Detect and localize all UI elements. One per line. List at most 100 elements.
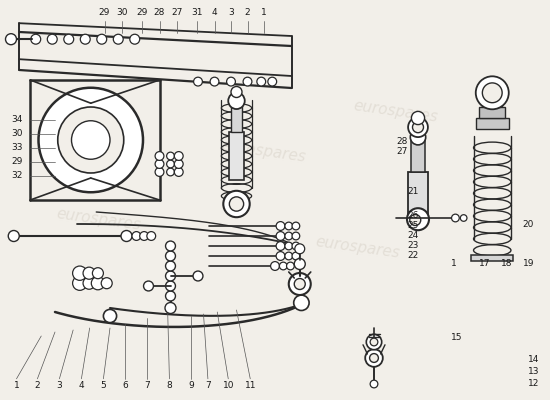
Circle shape	[276, 252, 285, 260]
Circle shape	[285, 252, 293, 260]
Circle shape	[73, 266, 87, 280]
Text: 21: 21	[407, 188, 419, 196]
Circle shape	[92, 268, 103, 279]
Circle shape	[410, 214, 421, 226]
Circle shape	[292, 232, 300, 240]
Circle shape	[155, 160, 164, 168]
Circle shape	[174, 168, 183, 176]
Circle shape	[294, 295, 309, 310]
Bar	[476, 118, 509, 129]
Text: 22: 22	[407, 252, 418, 260]
Circle shape	[370, 380, 378, 388]
Circle shape	[174, 160, 183, 168]
Circle shape	[295, 244, 305, 254]
Bar	[411, 140, 425, 172]
Text: 8: 8	[167, 382, 172, 390]
Text: 20: 20	[522, 220, 534, 228]
Text: 28: 28	[396, 138, 408, 146]
Circle shape	[166, 241, 175, 251]
Text: eurospares: eurospares	[221, 139, 307, 165]
Circle shape	[285, 232, 293, 240]
Circle shape	[83, 277, 95, 289]
Text: 30: 30	[117, 8, 128, 17]
Circle shape	[140, 232, 148, 240]
Circle shape	[8, 230, 19, 242]
Circle shape	[370, 354, 378, 362]
Text: 23: 23	[407, 242, 419, 250]
Text: 27: 27	[396, 148, 408, 156]
Circle shape	[452, 214, 459, 222]
Circle shape	[228, 92, 245, 109]
Circle shape	[91, 277, 104, 290]
Circle shape	[167, 168, 174, 176]
Circle shape	[279, 262, 287, 270]
Circle shape	[268, 77, 277, 86]
Bar	[408, 172, 428, 216]
Text: 13: 13	[528, 368, 540, 376]
Text: 18: 18	[500, 260, 512, 268]
Text: 24: 24	[407, 232, 418, 240]
Circle shape	[167, 152, 174, 160]
Text: 2: 2	[245, 8, 250, 17]
Circle shape	[407, 208, 429, 230]
Circle shape	[294, 258, 305, 270]
Text: 31: 31	[191, 8, 202, 17]
Circle shape	[39, 88, 143, 192]
Text: 19: 19	[522, 260, 534, 268]
Bar	[231, 104, 242, 132]
Circle shape	[285, 222, 293, 230]
Text: 15: 15	[451, 334, 463, 342]
Circle shape	[276, 232, 285, 240]
Circle shape	[193, 271, 203, 281]
Text: 7: 7	[145, 382, 150, 390]
Text: 29: 29	[99, 8, 110, 17]
Text: 1: 1	[261, 8, 267, 17]
Text: 6: 6	[123, 382, 128, 390]
Circle shape	[113, 34, 123, 44]
Text: 3: 3	[228, 8, 234, 17]
Circle shape	[6, 34, 16, 45]
Circle shape	[166, 251, 175, 261]
Text: 7: 7	[205, 382, 211, 390]
Circle shape	[227, 77, 235, 86]
Text: 29: 29	[136, 8, 147, 17]
Circle shape	[476, 76, 509, 109]
Circle shape	[460, 215, 467, 221]
Text: 33: 33	[11, 144, 23, 152]
Text: 5: 5	[101, 382, 106, 390]
Text: 1: 1	[451, 260, 456, 268]
Text: 14: 14	[528, 356, 540, 364]
Circle shape	[223, 191, 250, 217]
Circle shape	[229, 197, 244, 211]
Bar	[482, 98, 502, 106]
Bar	[471, 255, 513, 261]
Text: eurospares: eurospares	[353, 99, 439, 125]
Circle shape	[285, 242, 293, 250]
Bar	[229, 132, 244, 180]
Circle shape	[276, 222, 285, 230]
Circle shape	[408, 117, 428, 137]
Circle shape	[243, 77, 252, 86]
Circle shape	[271, 262, 279, 270]
Circle shape	[289, 273, 311, 295]
Circle shape	[47, 34, 57, 44]
Circle shape	[72, 121, 110, 159]
Circle shape	[366, 334, 382, 350]
Circle shape	[166, 281, 175, 291]
Circle shape	[155, 152, 164, 160]
Text: 12: 12	[528, 380, 540, 388]
Text: 17: 17	[478, 260, 490, 268]
Circle shape	[370, 338, 378, 346]
Circle shape	[165, 302, 176, 314]
Circle shape	[166, 261, 175, 271]
Text: 34: 34	[11, 116, 23, 124]
Circle shape	[58, 107, 124, 173]
Text: 32: 32	[11, 172, 23, 180]
Circle shape	[411, 111, 425, 125]
Circle shape	[64, 34, 74, 44]
Text: 10: 10	[223, 382, 234, 390]
Circle shape	[147, 232, 156, 240]
Circle shape	[257, 77, 266, 86]
Text: 4: 4	[79, 382, 84, 390]
Circle shape	[287, 262, 294, 270]
